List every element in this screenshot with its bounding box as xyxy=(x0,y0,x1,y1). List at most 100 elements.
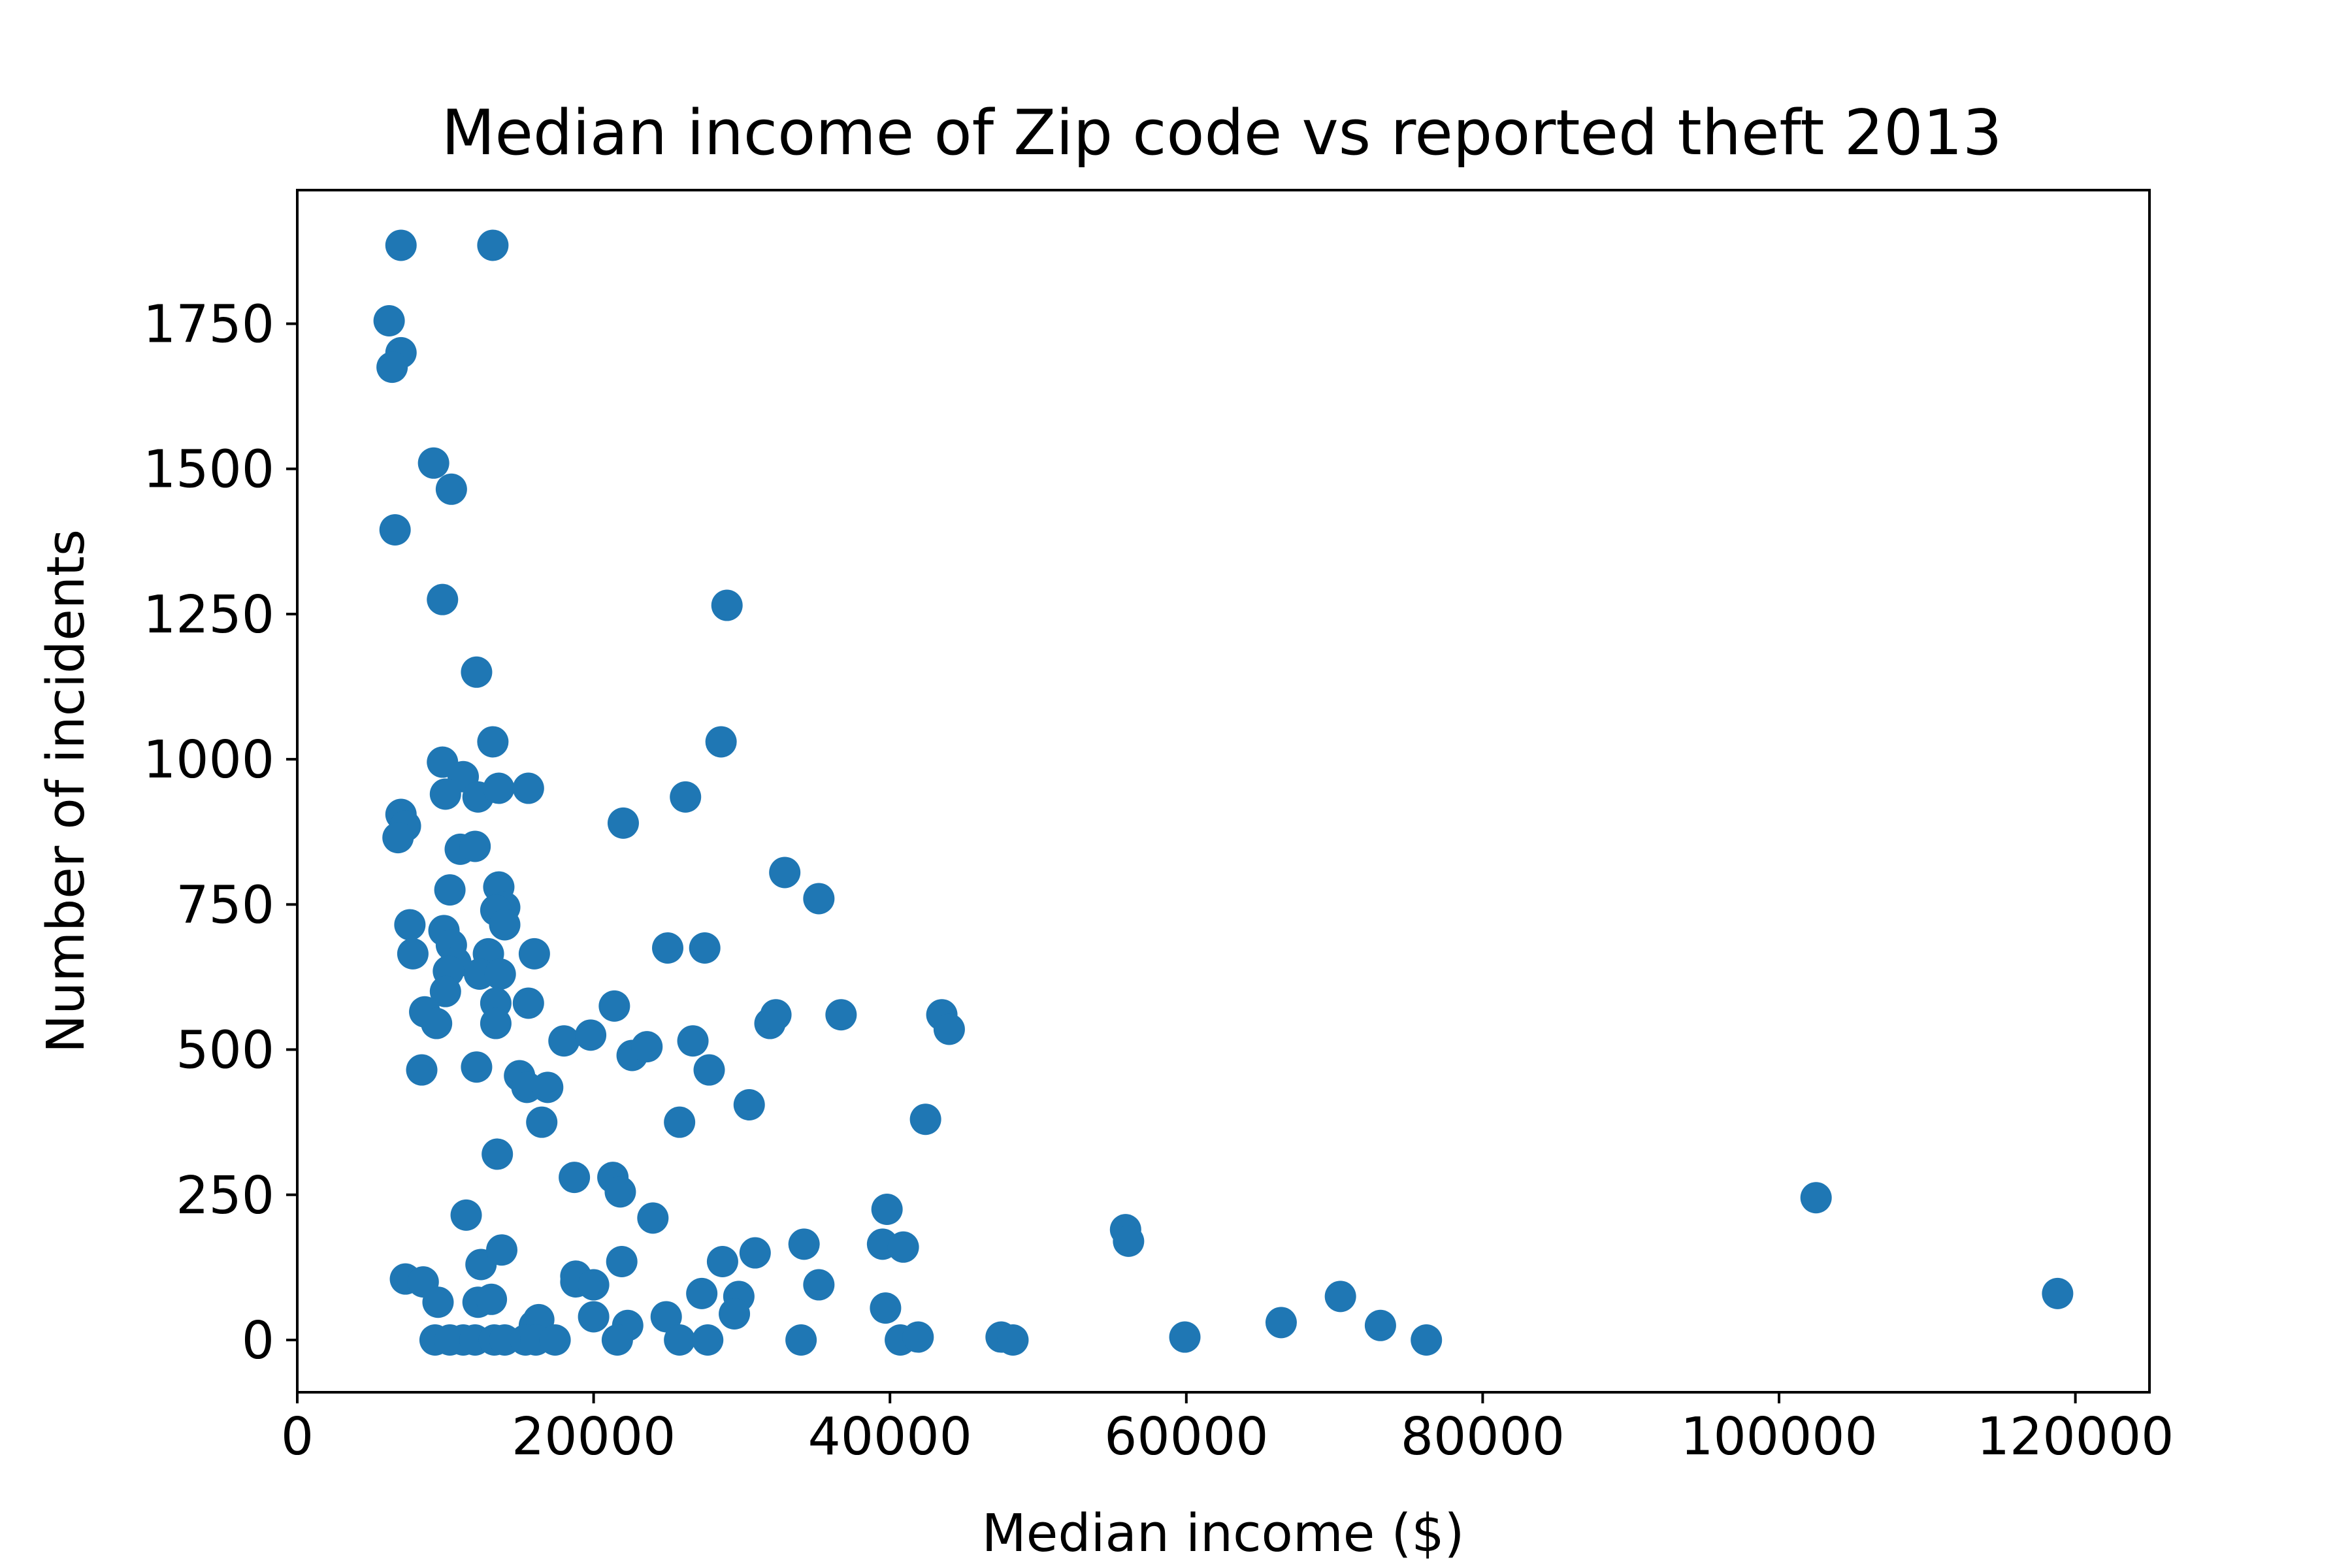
data-point xyxy=(733,1089,765,1120)
data-point xyxy=(477,726,509,758)
x-axis-ticks: 0 20000 40000 60000 80000 100000 120000 xyxy=(281,1392,2174,1467)
data-point xyxy=(427,583,459,615)
data-point xyxy=(382,822,414,854)
data-point xyxy=(1324,1281,1356,1313)
data-point xyxy=(711,589,743,621)
data-point xyxy=(461,1051,493,1083)
data-point xyxy=(598,990,630,1022)
data-point xyxy=(461,656,493,688)
data-point xyxy=(385,229,417,261)
data-point xyxy=(909,1103,941,1135)
data-point xyxy=(670,781,702,813)
data-point xyxy=(421,1007,453,1039)
data-point xyxy=(578,1269,610,1301)
data-point xyxy=(1113,1225,1145,1257)
y-tick-label: 750 xyxy=(176,875,274,935)
data-point xyxy=(2042,1277,2074,1309)
data-point xyxy=(477,229,509,261)
data-point xyxy=(637,1202,669,1234)
data-point xyxy=(692,1324,724,1356)
data-point xyxy=(575,1019,607,1051)
x-tick-label: 60000 xyxy=(1104,1407,1268,1467)
data-point xyxy=(532,1071,564,1103)
data-point xyxy=(526,1106,558,1138)
data-point xyxy=(664,1106,696,1138)
data-point xyxy=(482,1138,514,1170)
x-tick-label: 120000 xyxy=(1977,1407,2174,1467)
data-point xyxy=(631,1031,663,1063)
data-point xyxy=(769,857,801,889)
data-point xyxy=(435,473,467,505)
data-point xyxy=(650,1301,682,1333)
data-point xyxy=(689,932,721,964)
data-point xyxy=(394,909,426,941)
data-point xyxy=(1364,1309,1396,1341)
data-point xyxy=(422,1286,454,1318)
data-point xyxy=(705,726,737,758)
data-point xyxy=(485,1234,517,1266)
x-tick-label: 0 xyxy=(281,1407,314,1467)
data-point xyxy=(376,351,408,384)
y-tick-label: 250 xyxy=(176,1166,274,1226)
data-point xyxy=(607,807,639,839)
x-tick-label: 20000 xyxy=(512,1407,676,1467)
data-point xyxy=(706,1246,738,1277)
data-point xyxy=(578,1301,610,1333)
data-point xyxy=(1411,1324,1443,1356)
data-point xyxy=(606,1246,638,1277)
data-point xyxy=(406,1054,438,1086)
data-point xyxy=(459,830,491,862)
data-point xyxy=(489,909,521,941)
data-point xyxy=(825,999,857,1031)
data-point xyxy=(1169,1321,1201,1353)
y-tick-label: 500 xyxy=(176,1021,274,1081)
data-point xyxy=(719,1298,751,1330)
data-point xyxy=(693,1054,725,1086)
data-point xyxy=(1800,1182,1832,1214)
x-tick-label: 100000 xyxy=(1680,1407,1878,1467)
data-points xyxy=(373,229,2074,1356)
data-point xyxy=(512,772,544,804)
data-point xyxy=(803,1269,835,1301)
data-point xyxy=(397,938,429,970)
data-point xyxy=(512,987,544,1019)
data-point xyxy=(429,975,461,1007)
data-point xyxy=(539,1324,571,1356)
data-point xyxy=(902,1321,934,1353)
x-axis-label: Median income ($) xyxy=(982,1503,1465,1563)
data-point xyxy=(417,447,449,479)
data-point xyxy=(788,1228,820,1260)
data-point xyxy=(450,1199,482,1231)
data-point xyxy=(887,1231,919,1263)
data-point xyxy=(484,958,516,990)
x-tick-label: 80000 xyxy=(1401,1407,1565,1467)
data-point xyxy=(686,1277,718,1309)
data-point xyxy=(518,938,550,970)
data-point xyxy=(871,1194,903,1225)
data-point xyxy=(677,1025,709,1057)
data-point xyxy=(785,1324,817,1356)
data-point xyxy=(870,1292,902,1324)
y-tick-label: 0 xyxy=(242,1311,274,1371)
data-point xyxy=(739,1237,771,1269)
data-point xyxy=(652,932,683,964)
y-tick-label: 1750 xyxy=(143,294,274,354)
data-point xyxy=(604,1176,636,1208)
data-point xyxy=(664,1324,696,1356)
chart-title: Median income of Zip code vs reported th… xyxy=(442,97,2002,169)
data-point xyxy=(434,874,466,906)
data-point xyxy=(483,772,515,804)
y-tick-label: 1500 xyxy=(143,440,274,500)
data-point xyxy=(548,1025,580,1057)
data-point xyxy=(429,778,461,810)
x-tick-label: 40000 xyxy=(808,1407,972,1467)
y-tick-label: 1250 xyxy=(143,585,274,645)
data-point xyxy=(1265,1307,1297,1339)
data-point xyxy=(476,1283,508,1315)
data-point xyxy=(601,1324,633,1356)
data-point xyxy=(997,1324,1029,1356)
data-point xyxy=(373,305,405,336)
plot-frame xyxy=(296,189,2151,1394)
data-point xyxy=(760,999,792,1031)
